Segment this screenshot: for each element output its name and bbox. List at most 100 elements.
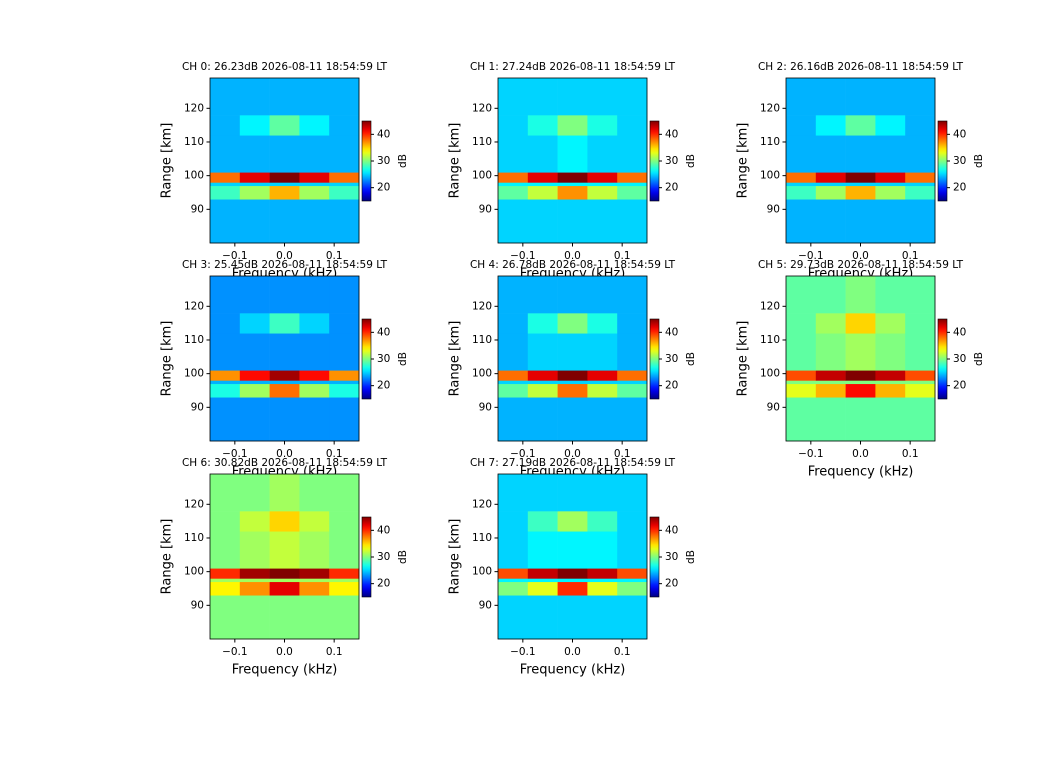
colorbar-tick-label: 20 bbox=[377, 182, 390, 194]
heatmap-cell bbox=[329, 333, 360, 371]
heatmap-cell bbox=[845, 78, 876, 116]
heatmap-cell bbox=[875, 135, 906, 173]
heatmap-cell bbox=[498, 172, 529, 183]
y-tick-label: 120 bbox=[472, 102, 492, 114]
heatmap-cell bbox=[498, 370, 529, 381]
colorbar-tick-label: 40 bbox=[953, 326, 966, 338]
heatmap-cell bbox=[210, 115, 241, 136]
heatmap-cell bbox=[498, 578, 529, 583]
x-tick-label: 0.0 bbox=[276, 448, 293, 460]
heatmap-cell bbox=[845, 383, 876, 398]
heatmap-cell bbox=[498, 380, 529, 385]
heatmap-cell bbox=[329, 370, 360, 381]
y-tick-label: 90 bbox=[767, 203, 780, 215]
heatmap-cell bbox=[905, 115, 936, 136]
heatmap-cell bbox=[557, 115, 588, 136]
y-axis-label: Range [km] bbox=[736, 321, 751, 397]
y-tick-label: 100 bbox=[472, 368, 492, 380]
heatmap-cell bbox=[299, 313, 330, 334]
heatmap-cell bbox=[905, 313, 936, 334]
colorbar-label: dB bbox=[397, 550, 409, 564]
heatmap-cell bbox=[527, 595, 558, 640]
colorbar-label: dB bbox=[397, 352, 409, 366]
x-tick-label: −0.1 bbox=[222, 250, 248, 262]
y-tick-label: 90 bbox=[191, 401, 204, 413]
heatmap-cell bbox=[498, 568, 529, 579]
heatmap-cell bbox=[527, 182, 558, 187]
heatmap-cell bbox=[786, 78, 817, 116]
heatmap-cell bbox=[269, 182, 300, 187]
heatmap-cell bbox=[786, 383, 817, 398]
heatmap-cell bbox=[299, 370, 330, 381]
colorbar bbox=[361, 120, 372, 202]
heatmap-cell bbox=[299, 397, 330, 442]
heatmap-cell bbox=[905, 185, 936, 200]
heatmap-cell bbox=[617, 370, 648, 381]
chart-title: CH 6: 30.82dB 2026-08-11 18:54:59 LT bbox=[182, 457, 388, 469]
heatmap-cell bbox=[527, 115, 558, 136]
heatmap-cell bbox=[329, 78, 360, 116]
heatmap-cell bbox=[587, 115, 618, 136]
heatmap-cell bbox=[329, 172, 360, 183]
x-tick-label: 0.0 bbox=[276, 646, 293, 658]
x-tick-label: 0.1 bbox=[614, 646, 631, 658]
heatmap-cell bbox=[210, 135, 241, 173]
heatmap-cell bbox=[239, 135, 270, 173]
heatmap-cell bbox=[299, 78, 330, 116]
y-tick-label: 90 bbox=[767, 401, 780, 413]
heatmap-cell bbox=[210, 199, 241, 244]
heatmap-cell bbox=[905, 370, 936, 381]
heatmap-cell bbox=[239, 115, 270, 136]
chart-title: CH 7: 27.19dB 2026-08-11 18:54:59 LT bbox=[470, 457, 676, 469]
x-tick-label: 0.0 bbox=[276, 250, 293, 262]
colorbar-tick-label: 30 bbox=[377, 155, 390, 167]
heatmap-cell bbox=[269, 511, 300, 532]
heatmap-cell bbox=[587, 135, 618, 173]
colorbar-tick-label: 40 bbox=[665, 326, 678, 338]
colorbar-tick-label: 30 bbox=[665, 551, 678, 563]
colorbar-tick-label: 20 bbox=[665, 578, 678, 590]
colorbar-label: dB bbox=[973, 352, 985, 366]
heatmap-cell bbox=[815, 185, 846, 200]
x-tick-label: −0.1 bbox=[798, 448, 824, 460]
heatmap-cell bbox=[239, 370, 270, 381]
heatmap-cell bbox=[210, 172, 241, 183]
heatmap-cell bbox=[299, 172, 330, 183]
y-tick-label: 110 bbox=[472, 136, 492, 148]
heatmap-cell bbox=[527, 370, 558, 381]
heatmap-cell bbox=[498, 595, 529, 640]
y-tick-label: 110 bbox=[472, 334, 492, 346]
heatmap-cell bbox=[815, 172, 846, 183]
heatmap-cell bbox=[269, 199, 300, 244]
y-tick-label: 100 bbox=[472, 170, 492, 182]
heatmap-cell bbox=[557, 185, 588, 200]
heatmap-cell bbox=[527, 313, 558, 334]
heatmap-cell bbox=[875, 185, 906, 200]
heatmap-cell bbox=[786, 276, 817, 314]
colorbar-tick-label: 20 bbox=[953, 182, 966, 194]
heatmap-cell bbox=[329, 115, 360, 136]
heatmap-cell bbox=[557, 474, 588, 512]
x-tick-label: −0.1 bbox=[222, 646, 248, 658]
heatmap-cell bbox=[210, 333, 241, 371]
colorbar-label: dB bbox=[685, 352, 697, 366]
heatmap-cell bbox=[527, 172, 558, 183]
heatmap-cell bbox=[617, 313, 648, 334]
heatmap-cell bbox=[527, 397, 558, 442]
heatmap-cell bbox=[210, 185, 241, 200]
x-tick-label: −0.1 bbox=[222, 448, 248, 460]
heatmap-cell bbox=[557, 333, 588, 371]
y-axis-label: Range [km] bbox=[448, 123, 463, 199]
heatmap-cell bbox=[498, 78, 529, 116]
heatmap-cell bbox=[527, 380, 558, 385]
heatmap-cell bbox=[587, 383, 618, 398]
heatmap-cell bbox=[617, 135, 648, 173]
heatmap-cell bbox=[527, 383, 558, 398]
heatmap-cell bbox=[905, 397, 936, 442]
heatmap-cell bbox=[557, 135, 588, 173]
heatmap-cell bbox=[587, 568, 618, 579]
heatmap-cell bbox=[527, 474, 558, 512]
heatmap-cell bbox=[527, 185, 558, 200]
heatmap-cell bbox=[587, 581, 618, 596]
chart-title: CH 1: 27.24dB 2026-08-11 18:54:59 LT bbox=[470, 61, 676, 73]
